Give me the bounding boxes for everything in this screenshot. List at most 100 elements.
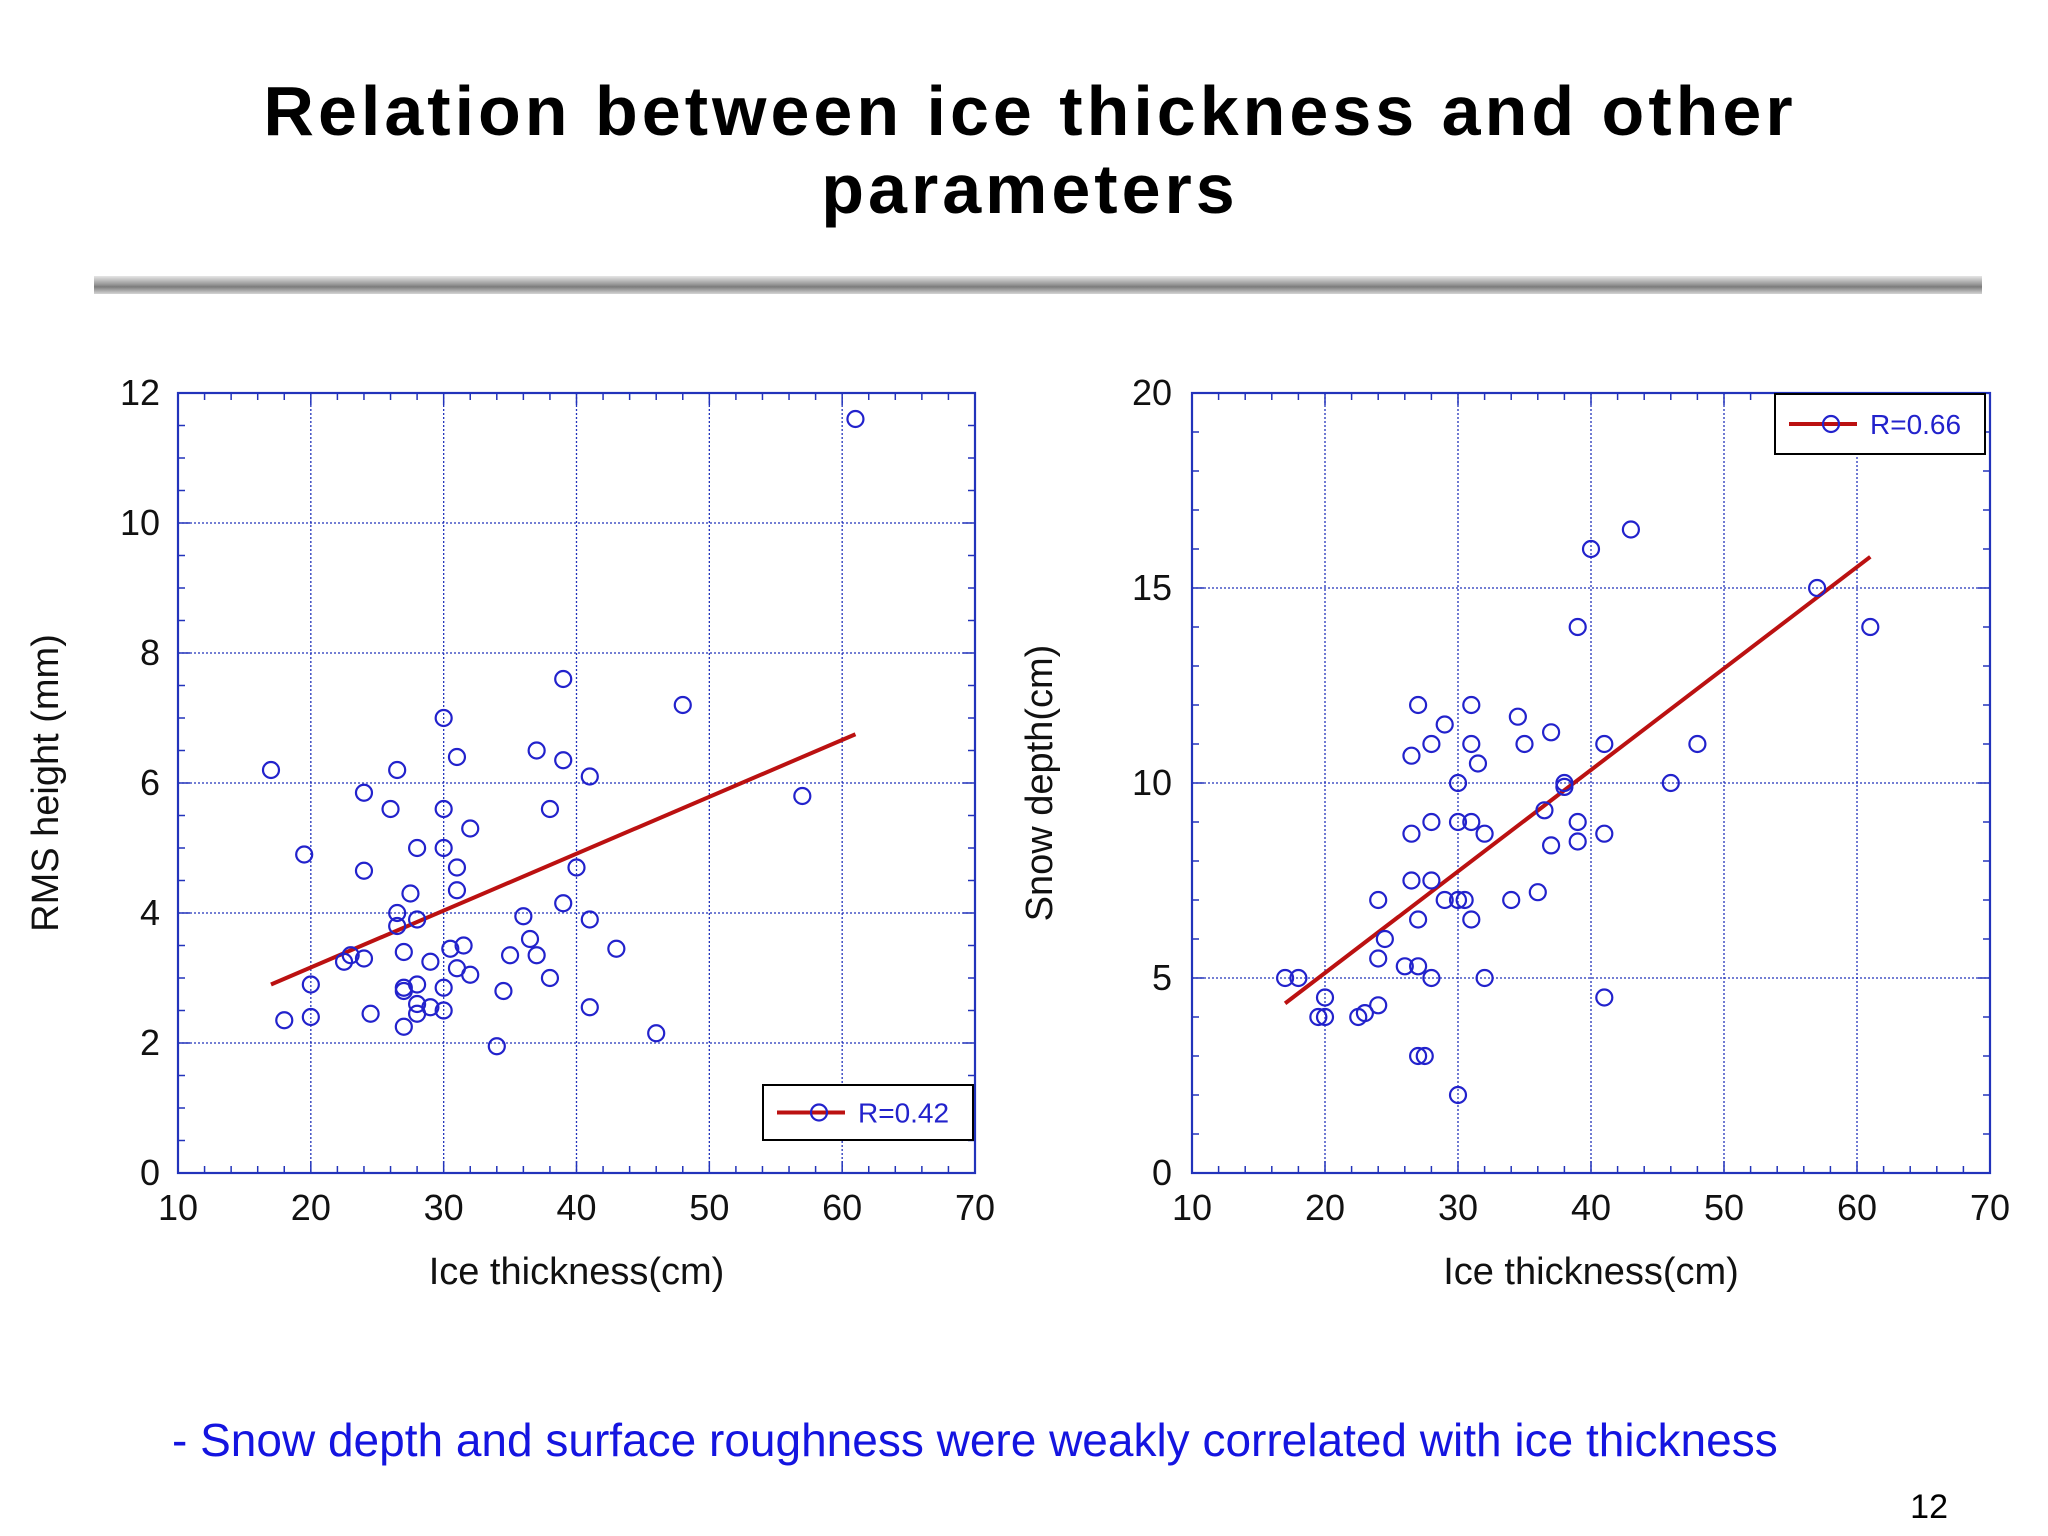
data-point (1369, 890, 1388, 910)
x-tick-label: 30 (424, 1187, 464, 1228)
data-point (301, 975, 320, 994)
y-axis-label: RMS height (mm) (25, 634, 67, 932)
data-point (354, 861, 374, 880)
y-tick-label: 5 (1152, 957, 1172, 998)
data-point (1355, 1003, 1375, 1023)
x-tick-label: 70 (955, 1187, 995, 1228)
fit-line (1283, 555, 1872, 1005)
y-tick-label: 15 (1132, 567, 1172, 608)
data-point (1508, 707, 1527, 726)
data-point (580, 998, 599, 1017)
plot-frame (1190, 391, 1992, 1175)
data-point (275, 1011, 294, 1030)
data-point (1555, 777, 1574, 797)
x-tick-label: 20 (291, 1187, 331, 1228)
data-point (408, 994, 427, 1014)
y-tick-label: 6 (140, 762, 160, 803)
data-point (1462, 812, 1481, 832)
data-point (1535, 801, 1554, 820)
data-point (441, 939, 460, 958)
data-point (1422, 812, 1441, 832)
plot-frame (176, 391, 977, 1175)
data-point (1315, 988, 1335, 1007)
data-point (1541, 836, 1561, 855)
y-tick-label: 0 (140, 1152, 160, 1193)
data-point (1309, 1007, 1328, 1027)
data-point (434, 838, 453, 858)
data-point (388, 903, 407, 923)
data-point (1462, 910, 1481, 929)
data-point (527, 741, 546, 760)
data-point (1661, 773, 1680, 793)
data-point (1422, 968, 1441, 988)
legend-marker-swatch (1821, 414, 1841, 434)
data-point (1448, 812, 1468, 832)
x-tick-label: 30 (1438, 1187, 1478, 1228)
data-point (487, 1037, 506, 1056)
data-point (1408, 910, 1428, 929)
data-point (1448, 1085, 1468, 1105)
data-point (1408, 957, 1428, 976)
data-point (1422, 871, 1441, 890)
y-tick-label: 20 (1132, 372, 1172, 413)
data-point (1435, 890, 1454, 910)
data-point (494, 981, 513, 1001)
data-point (1375, 929, 1394, 949)
x-tick-label: 10 (1172, 1187, 1212, 1228)
data-point (567, 858, 586, 877)
data-point (527, 946, 546, 965)
data-point (1448, 890, 1468, 910)
data-point (1468, 754, 1488, 773)
data-point (1541, 723, 1561, 742)
y-tick-label: 10 (120, 502, 160, 543)
data-point (341, 946, 360, 965)
data-point (361, 1004, 380, 1023)
title-divider (94, 276, 1982, 294)
data-point (554, 669, 573, 689)
x-tick-label: 20 (1305, 1187, 1345, 1228)
data-point (554, 751, 573, 770)
x-tick-label: 10 (158, 1187, 198, 1228)
data-point (354, 949, 374, 968)
x-tick-label: 60 (1837, 1187, 1877, 1228)
page-number: 12 (1910, 1488, 1948, 1526)
data-point (1289, 968, 1308, 988)
data-point (1402, 871, 1421, 890)
data-point (381, 799, 400, 819)
data-point (1581, 539, 1601, 559)
data-point (554, 894, 573, 913)
data-point (846, 409, 865, 429)
data-point (1455, 890, 1474, 910)
y-tick-label: 2 (140, 1022, 160, 1063)
data-point (1369, 949, 1388, 968)
data-point (793, 786, 812, 806)
data-point (447, 858, 467, 877)
x-tick-label: 70 (1970, 1187, 2010, 1228)
data-point (1568, 617, 1587, 637)
data-point (1475, 824, 1494, 843)
x-axis-label: Ice thickness(cm) (429, 1251, 725, 1293)
data-point (1568, 832, 1587, 851)
data-point (1475, 968, 1494, 988)
y-tick-label: 10 (1132, 762, 1172, 803)
x-axis-label: Ice thickness(cm) (1443, 1251, 1739, 1293)
data-point (461, 965, 480, 984)
data-point (1595, 734, 1614, 754)
data-point (607, 939, 626, 958)
x-tick-label: 40 (556, 1187, 596, 1228)
data-point (434, 799, 453, 819)
data-point (1315, 1007, 1335, 1027)
data-point (580, 910, 599, 929)
slide-title-line-1: Relation between ice thickness and other (263, 72, 1797, 150)
data-point (408, 910, 427, 929)
data-point (647, 1024, 666, 1043)
data-point (295, 845, 314, 864)
data-point (1462, 695, 1481, 715)
data-point (1595, 824, 1614, 843)
data-point (394, 942, 413, 962)
data-point (580, 767, 599, 786)
data-point (1568, 812, 1587, 832)
data-point (434, 978, 453, 997)
data-point (1462, 734, 1481, 754)
